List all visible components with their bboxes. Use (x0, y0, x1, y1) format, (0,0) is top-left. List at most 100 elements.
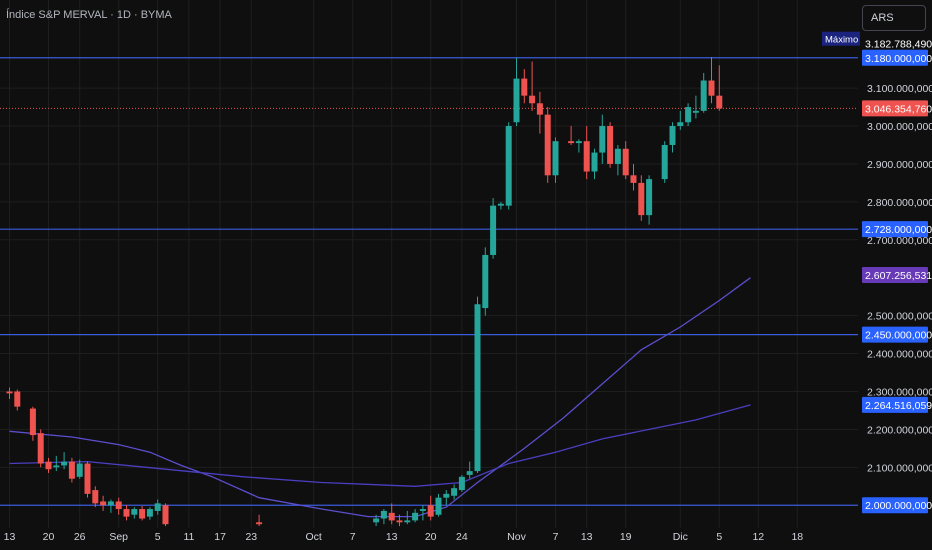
x-tick-label: 7 (553, 531, 559, 543)
candle-body (591, 152, 598, 172)
candle-down (521, 69, 528, 104)
level-label-bg (862, 497, 928, 514)
candle-up (131, 507, 138, 519)
level-label-bg (862, 221, 928, 238)
candle-down (14, 389, 21, 411)
candle-down (139, 506, 146, 521)
candle-body (482, 254, 489, 309)
candle-body (669, 126, 676, 145)
candle-body (92, 490, 99, 504)
candle-down (123, 505, 130, 521)
y-tick-label: 3.100.000,000 (867, 83, 932, 95)
candle-body (107, 501, 114, 506)
x-tick-label: 26 (74, 531, 86, 543)
candle-body (412, 512, 419, 521)
ma_fast-label-text: 2.607.256,531 (865, 270, 932, 282)
x-tick-label: 20 (43, 531, 55, 543)
x-tick-label: Oct (306, 531, 322, 543)
candle-body (677, 122, 684, 127)
candle-up (419, 505, 426, 521)
candle-body (14, 391, 21, 407)
candle-body (396, 520, 403, 523)
candle-body (100, 501, 107, 506)
candle-up (474, 296, 481, 474)
candle-down (708, 56, 715, 104)
candle-down (37, 429, 44, 468)
moving-average-line (9, 277, 751, 518)
candle-body (53, 465, 60, 468)
candle-body (115, 501, 122, 510)
level-label-text: 2.000.000,000 (865, 500, 932, 512)
level-label-text: 2.728.000,000 (865, 224, 932, 236)
candle-up (451, 484, 458, 500)
candle-body (29, 408, 36, 436)
candle-body (630, 175, 637, 183)
candle-body (162, 505, 169, 525)
ma_slow-label-bg (862, 396, 928, 413)
x-tick-label: 18 (791, 531, 803, 543)
x-tick-label: 12 (752, 531, 764, 543)
candle-body (466, 471, 473, 475)
candle-body (708, 80, 715, 96)
candle-up (591, 148, 598, 180)
candle-up (669, 122, 676, 153)
candle-body (404, 520, 411, 523)
candle-up (458, 474, 465, 492)
currency-selector[interactable]: ARS (862, 5, 926, 31)
candle-up (552, 137, 559, 183)
candle-body (373, 518, 380, 523)
candle-up (692, 95, 699, 119)
candle-body (435, 497, 442, 515)
candle-down (100, 495, 107, 511)
candle-body (622, 148, 629, 176)
candle-down (92, 486, 99, 508)
candle-up (482, 247, 489, 316)
candle-up (76, 459, 83, 479)
level-label: 2.728.000,000 (862, 221, 932, 238)
x-tick-label: 11 (183, 531, 194, 543)
candle-body (45, 461, 52, 470)
candle-down (427, 495, 434, 521)
candle-body (154, 503, 161, 511)
candle-body (497, 203, 504, 206)
candle-down (568, 126, 575, 145)
candle-body (458, 476, 465, 491)
candle-down (6, 387, 13, 400)
grid-lines (0, 0, 858, 528)
candle-body (84, 463, 91, 494)
x-tick-label: 24 (456, 531, 468, 543)
candle-body (552, 141, 559, 176)
candle-body (529, 95, 536, 104)
level-label: 2.450.000,000 (862, 326, 932, 343)
candle-body (607, 126, 614, 164)
candle-body (505, 126, 512, 206)
candle-body (443, 493, 450, 498)
candle-up (443, 490, 450, 506)
candle-body (692, 110, 699, 113)
price-label-bg (862, 100, 928, 117)
candle-down (256, 514, 263, 527)
candle-up (61, 452, 68, 470)
price-label: 3.046.354,760 (862, 100, 932, 117)
x-tick-label: 5 (155, 531, 161, 543)
x-axis-labels: 13 20 26 Sep 5 11 17 23 Oct 7 13 20 24 Nov 7 13 19 Dic 5 12… (4, 531, 804, 543)
candle-down (84, 461, 91, 498)
candle-up (466, 461, 473, 479)
price-label-text: 3.046.354,760 (865, 103, 932, 115)
candle-body (131, 509, 138, 515)
candle-up (380, 509, 387, 525)
candle-body (474, 304, 481, 472)
x-tick-label: 13 (386, 531, 398, 543)
candle-down (622, 141, 629, 180)
level-label: 3.180.000,000 (862, 49, 932, 66)
candle-up (53, 455, 60, 472)
candle-down (45, 457, 52, 474)
candle-down (162, 503, 169, 527)
candle-body (536, 103, 543, 115)
candle-up (404, 510, 411, 525)
candle-down (716, 65, 723, 111)
candle-body (568, 141, 575, 144)
x-tick-label: 7 (350, 531, 356, 543)
